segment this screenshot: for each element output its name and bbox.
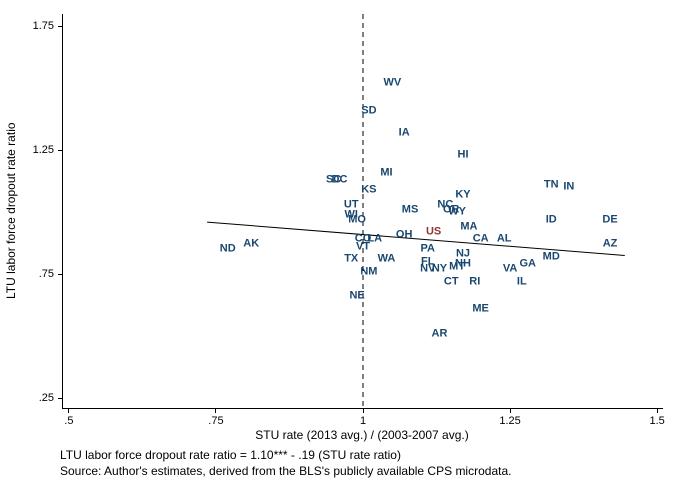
point-label-AK: AK	[243, 237, 260, 250]
y-tick	[58, 149, 63, 151]
point-label-NV: NV	[420, 262, 436, 275]
point-label-GA: GA	[519, 257, 536, 270]
point-label-OR: OR	[442, 203, 460, 216]
y-tick	[58, 273, 63, 275]
point-label-MA: MA	[460, 220, 478, 233]
point-label-CA: CA	[472, 232, 489, 245]
point-label-MI: MI	[380, 166, 393, 179]
point-label-RI: RI	[469, 275, 481, 288]
x-tick-label: .75	[208, 415, 224, 427]
point-label-MT: MT	[449, 260, 466, 273]
point-label-AL: AL	[496, 232, 512, 245]
y-tick-label: 1.75	[32, 20, 54, 33]
point-label-SC: SC	[325, 173, 342, 186]
y-tick-label: 1.25	[32, 144, 54, 157]
point-label-ID: ID	[545, 213, 557, 226]
point-label-ME: ME	[472, 302, 489, 315]
point-label-VA: VA	[502, 262, 518, 275]
point-label-NM: NM	[360, 265, 378, 278]
point-label-LA: LA	[367, 232, 383, 245]
point-label-MO: MO	[348, 213, 366, 226]
plot-area: .5.75 1 1.25 1.5.25.75 1.25 1.75 WV SD IA HI MI SC D…	[33, 14, 665, 427]
point-label-DE: DE	[602, 213, 618, 226]
plot-lines	[207, 14, 625, 408]
point-label-DC: DC	[331, 173, 348, 186]
point-label-NE: NE	[349, 289, 365, 302]
point-label-PA: PA	[420, 242, 435, 255]
fit-line	[207, 221, 625, 256]
point-label-TN: TN	[543, 178, 559, 191]
x-tick-label: .5	[64, 415, 74, 427]
footnotes: LTU labor force dropout rate ratio = 1.1…	[60, 448, 511, 479]
point-label-AR: AR	[431, 327, 448, 340]
y-tick	[58, 397, 63, 399]
point-label-IA: IA	[398, 126, 410, 139]
point-label-NJ: NJ	[455, 247, 471, 260]
point-label-VT: VT	[355, 240, 371, 253]
x-tick	[362, 408, 364, 413]
footnote-equation: LTU labor force dropout rate ratio = 1.1…	[60, 448, 401, 462]
point-label-OH: OH	[395, 228, 413, 241]
point-label-WV: WV	[383, 76, 402, 89]
point-label-MD: MD	[542, 250, 560, 263]
point-label-WI: WI	[344, 208, 358, 221]
x-tick	[68, 408, 70, 413]
point-label-CO: CO	[354, 232, 372, 245]
y-tick	[58, 25, 63, 27]
point-label-NC: NC	[437, 198, 454, 211]
point-label-MS: MS	[401, 203, 419, 216]
point-label-NY: NY	[431, 262, 448, 275]
point-label-TX: TX	[344, 252, 359, 265]
point-label-NH: NH	[455, 257, 471, 270]
point-label-IL: IL	[516, 275, 527, 288]
x-tick	[215, 408, 217, 413]
y-tick-label: .75	[38, 268, 54, 281]
point-label-IN: IN	[563, 180, 575, 193]
point-label-US: US	[425, 225, 442, 238]
point-label-KY: KY	[455, 188, 471, 201]
point-label-CT: CT	[443, 275, 459, 288]
point-label-KS: KS	[361, 183, 377, 196]
footnote-source: Source: Author's estimates, derived from…	[60, 463, 512, 478]
x-tick-label: 1	[359, 415, 367, 427]
point-label-WY: WY	[448, 205, 466, 218]
y-axis-title: LTU labor force dropout rate ratio	[4, 122, 18, 300]
x-tick-label: 1.25	[499, 415, 521, 427]
point-label-SD: SD	[361, 104, 377, 117]
x-tick	[656, 408, 658, 413]
point-label-UT: UT	[343, 198, 359, 211]
point-label-WA: WA	[377, 252, 396, 265]
point-label-AZ: AZ	[602, 237, 618, 250]
x-tick	[509, 408, 511, 413]
x-axis-title: STU rate (2013 avg.) / (2003-2007 avg.)	[255, 428, 469, 442]
point-label-FL: FL	[420, 255, 435, 268]
point-label-HI: HI	[457, 148, 469, 161]
x-tick-label: 1.5	[649, 415, 665, 427]
point-label-ND: ND	[219, 242, 236, 255]
y-tick-label: .25	[38, 392, 54, 405]
